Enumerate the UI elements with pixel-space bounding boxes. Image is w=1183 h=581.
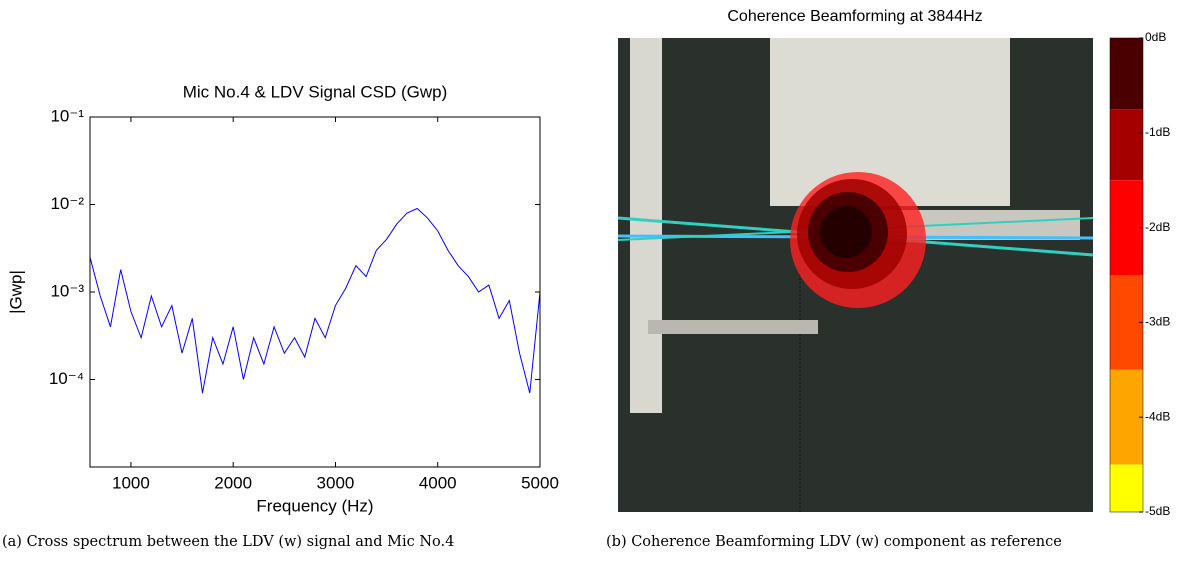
plot-frame — [89, 116, 541, 468]
x-tick-label: 4000 — [419, 473, 457, 492]
colorbar-band — [1110, 369, 1143, 465]
colorbar-band — [1110, 38, 1143, 110]
colorbar-label: -3dB — [1145, 315, 1170, 329]
colorbar-band — [1110, 464, 1143, 512]
caption: (b) Coherence Beamforming LDV (w) compon… — [606, 534, 1062, 550]
x-tick-label: 2000 — [214, 473, 252, 492]
y-axis-label: |Gwp| — [6, 270, 25, 314]
data-line — [89, 207, 541, 394]
x-axis-label: Frequency (Hz) — [256, 496, 373, 515]
y-tick-label: 10⁻⁴ — [49, 369, 84, 388]
chart-title: Mic No.4 & LDV Signal CSD (Gwp) — [183, 82, 448, 101]
y-tick-label: 10⁻² — [50, 194, 84, 213]
colorbar-label: 0dB — [1145, 30, 1166, 44]
photo — [617, 38, 1094, 512]
colorbar-band — [1110, 180, 1143, 275]
caption: (a) Cross spectrum between the LDV (w) s… — [2, 534, 455, 550]
x-tick-label: 3000 — [317, 473, 355, 492]
x-tick-label: 5000 — [521, 473, 559, 492]
y-tick-label: 10⁻¹ — [50, 106, 84, 125]
y-tick-label: 10⁻³ — [50, 281, 84, 300]
colorbar-label: -2dB — [1145, 220, 1170, 234]
colorbar-band — [1110, 109, 1143, 181]
chart-title: Coherence Beamforming at 3844Hz — [727, 8, 982, 25]
x-tick-label: 1000 — [112, 473, 150, 492]
colorbar-label: -4dB — [1145, 409, 1170, 423]
colorbar-band — [1110, 275, 1143, 370]
colorbar-label: -1dB — [1145, 125, 1170, 139]
colorbar-label: -5dB — [1145, 504, 1170, 518]
figure: Mic No.4 & LDV Signal CSD (Gwp) Frequenc… — [6, 8, 1170, 518]
colorbar-frame — [1109, 37, 1144, 513]
